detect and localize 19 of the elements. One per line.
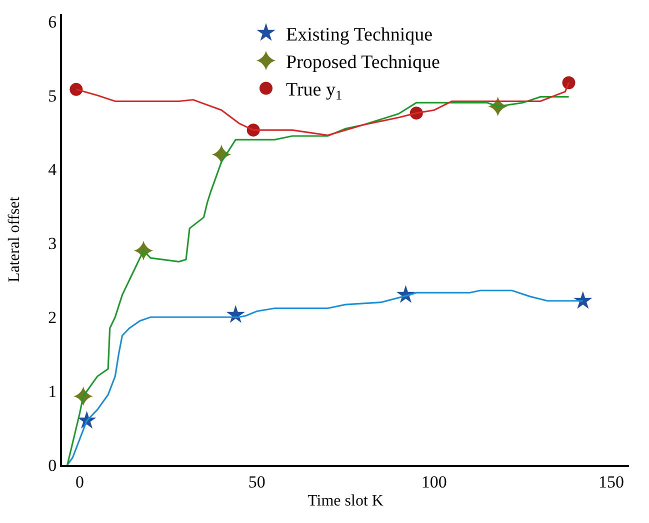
point bbox=[70, 82, 83, 96]
point bbox=[562, 76, 576, 90]
legend-label: Existing Technique bbox=[286, 24, 433, 46]
y-tick-label: 1 bbox=[48, 382, 57, 402]
legend-label: True y$_{1}$ bbox=[286, 80, 342, 103]
x-tick-label: 100 bbox=[421, 472, 447, 492]
y-tick-label: 3 bbox=[48, 234, 57, 254]
x-tick-label: 50 bbox=[248, 472, 266, 492]
x-axis-title: Time slot K bbox=[308, 492, 384, 510]
y-tick-label: 4 bbox=[48, 160, 58, 180]
y-tick-label: 0 bbox=[48, 456, 57, 475]
y-tick-label: 6 bbox=[48, 12, 57, 32]
x-tick-label: 150 bbox=[598, 472, 624, 492]
point bbox=[574, 291, 592, 309]
y-tick-label: 2 bbox=[48, 308, 57, 328]
y-tick-label: 5 bbox=[48, 86, 57, 106]
legend-label: Proposed Technique bbox=[286, 52, 440, 73]
y-axis-title: Lateral offset bbox=[6, 196, 23, 282]
x-tick-label: 0 bbox=[75, 472, 84, 492]
